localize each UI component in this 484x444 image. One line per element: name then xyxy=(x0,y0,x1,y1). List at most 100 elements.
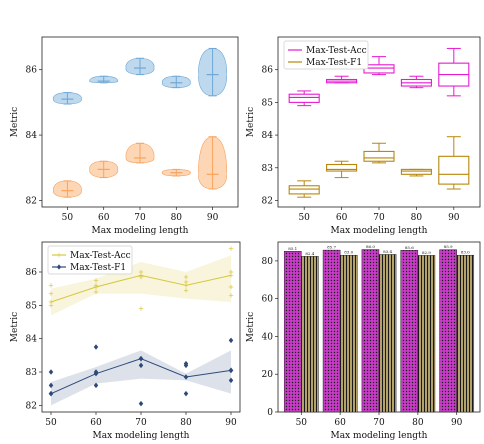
bar xyxy=(439,249,457,413)
data-point xyxy=(48,390,54,397)
legend-marker xyxy=(56,252,62,258)
data-point xyxy=(138,400,144,407)
x-tick-label: 90 xyxy=(451,418,463,428)
data-point xyxy=(93,283,99,288)
box-iqr xyxy=(400,168,432,175)
y-tick-label: 86 xyxy=(26,66,38,76)
y-tick-label: 86 xyxy=(26,268,38,278)
x-tick-label: 80 xyxy=(411,213,423,223)
data-point xyxy=(48,291,54,296)
data-point xyxy=(93,289,99,295)
data-point xyxy=(183,279,189,285)
bar xyxy=(301,256,319,413)
box-plot-panel: Max modeling length Metric 82 83 84 85 86 50 60 7… xyxy=(246,36,481,236)
confidence-band xyxy=(51,350,231,406)
data-point xyxy=(48,382,54,389)
y-tick-label: 85 xyxy=(262,98,274,108)
bar-value-label: 82.9 xyxy=(422,250,431,255)
data-point xyxy=(228,337,234,344)
data-point xyxy=(183,390,189,397)
data-point xyxy=(228,377,234,384)
bar-value-label: 85.7 xyxy=(327,245,336,250)
x-tick-label: 90 xyxy=(225,418,237,428)
data-point xyxy=(138,274,144,280)
data-point xyxy=(48,369,54,375)
box-iqr xyxy=(438,155,470,185)
data-point xyxy=(48,283,54,288)
data-point xyxy=(93,344,99,350)
y-axis-label: Metric xyxy=(246,107,256,137)
data-point xyxy=(183,360,189,367)
x-tick-label: 80 xyxy=(412,418,424,428)
legend-label: Max-Test-F1 xyxy=(306,58,362,68)
bar xyxy=(339,254,358,413)
mean-marker xyxy=(183,374,189,380)
x-tick-label: 90 xyxy=(448,213,460,223)
y-tick-label: 0 xyxy=(267,408,273,418)
legend-label: Max-Test-Acc xyxy=(306,46,367,56)
x-tick-label: 60 xyxy=(98,213,110,223)
bar xyxy=(417,255,436,413)
bar-value-label: 85.1 xyxy=(288,246,297,251)
data-point xyxy=(228,293,234,298)
y-tick-label: 60 xyxy=(262,295,274,305)
legend-box xyxy=(283,40,369,70)
legend-marker xyxy=(56,264,62,270)
bar-value-label: 83.0 xyxy=(461,250,470,255)
box-iqr xyxy=(288,185,320,195)
y-axis-label: Metric xyxy=(246,312,256,342)
x-tick-label: 70 xyxy=(134,213,146,223)
box-iqr xyxy=(363,150,395,162)
data-point xyxy=(48,303,54,308)
x-tick-label: 50 xyxy=(45,418,57,428)
x-axis-label: Max modeling length xyxy=(331,226,428,236)
x-tick-label: 90 xyxy=(207,213,219,223)
bar xyxy=(361,249,380,413)
x-axis-label: Max modeling length xyxy=(93,431,190,441)
y-tick-label: 40 xyxy=(262,332,274,342)
x-tick-label: 80 xyxy=(180,418,192,428)
bar-value-label: 83.0 xyxy=(344,250,353,255)
x-tick-label: 60 xyxy=(334,418,346,428)
y-tick-label: 86 xyxy=(262,66,274,76)
x-tick-label: 50 xyxy=(298,213,310,223)
x-tick-label: 70 xyxy=(373,213,385,223)
violin-plot-panel: Max modeling length Metric 82 84 86 50 60 70 80 9… xyxy=(10,36,239,236)
data-point xyxy=(93,382,99,389)
box-iqr xyxy=(363,64,395,74)
legend-label: Max-Test-F1 xyxy=(70,263,126,273)
bar xyxy=(456,254,475,413)
y-tick-label: 83 xyxy=(26,368,38,378)
x-tick-label: 80 xyxy=(171,213,183,223)
confidence-band xyxy=(51,255,231,316)
bar xyxy=(283,251,302,413)
y-tick-label: 82 xyxy=(26,401,37,411)
data-point xyxy=(183,274,189,280)
x-tick-label: 60 xyxy=(336,213,348,223)
data-point xyxy=(138,269,144,275)
y-tick-label: 80 xyxy=(262,257,274,267)
line-plot-panel: Max modeling length Metric 82 83 84 85 86 50 60 7… xyxy=(10,241,241,441)
data-point xyxy=(228,284,234,290)
bar-value-label: 82.4 xyxy=(305,251,314,256)
y-axis-label: Metric xyxy=(10,312,20,342)
y-tick-label: 82 xyxy=(26,196,37,206)
data-point xyxy=(228,246,234,251)
y-tick-label: 83 xyxy=(262,164,274,174)
legend-label: Max-Test-Acc xyxy=(70,251,131,261)
y-axis-label: Metric xyxy=(10,107,20,137)
x-axis-label: Max modeling length xyxy=(92,226,189,236)
y-tick-label: 85 xyxy=(26,301,38,311)
y-tick-label: 20 xyxy=(262,370,274,380)
x-tick-label: 60 xyxy=(90,418,102,428)
y-tick-label: 84 xyxy=(262,131,274,141)
data-point xyxy=(228,367,234,374)
bar-chart-panel: Max modeling length Metric 0 20 40 60 80 50 85.1… xyxy=(246,241,481,441)
box-iqr xyxy=(326,163,358,172)
x-tick-label: 50 xyxy=(62,213,74,223)
bar-value-label: 86.0 xyxy=(366,244,375,249)
x-tick-label: 70 xyxy=(373,418,385,428)
data-point xyxy=(93,369,99,375)
data-point xyxy=(138,306,144,311)
bar xyxy=(378,254,397,413)
